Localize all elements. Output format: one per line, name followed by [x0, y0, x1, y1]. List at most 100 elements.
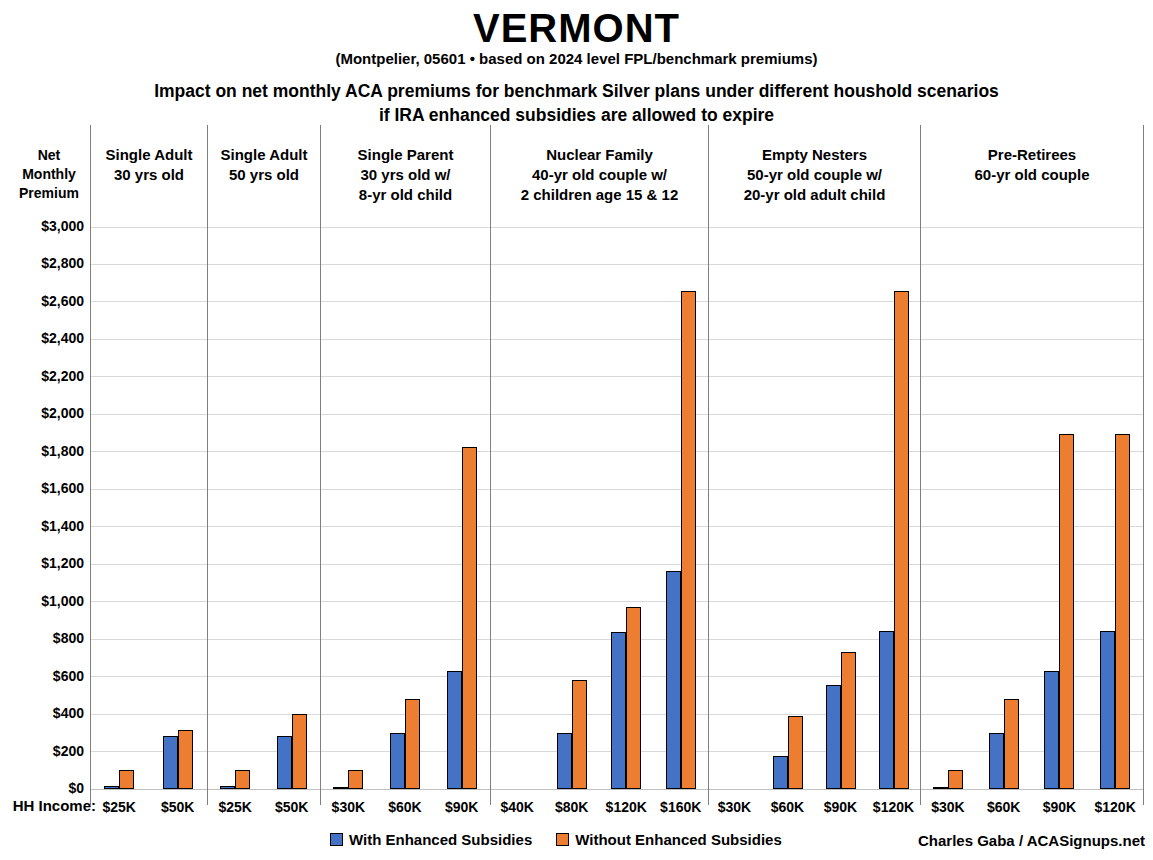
bar-without-enhanced [348, 770, 363, 789]
bar-without-enhanced [235, 770, 250, 789]
panel-header-line: 30 yrs old w/ [321, 165, 490, 185]
panel-header: Nuclear Family40-yr old couple w/2 child… [491, 145, 708, 205]
y-axis-title: Net Monthly Premium [10, 146, 88, 203]
x-axis-tick-label: $30K [318, 799, 378, 815]
panel-header: Single Adult30 yrs old [91, 145, 207, 185]
y-axis-tick-label: $2,600 [4, 293, 84, 309]
bar-without-enhanced [119, 770, 134, 789]
panel-header-line: Pre-Retirees [921, 145, 1143, 165]
bar-without-enhanced [292, 714, 307, 789]
y-axis-tick-label: $1,600 [4, 480, 84, 496]
x-axis-tick-label: $60K [375, 799, 435, 815]
bar-with-enhanced [163, 736, 178, 789]
bar-with-enhanced [666, 571, 681, 789]
y-axis-tick-label: $400 [4, 705, 84, 721]
y-axis-tick-label: $600 [4, 668, 84, 684]
y-axis-tick-label: $800 [4, 630, 84, 646]
x-axis-tick-label: $50K [148, 799, 208, 815]
x-axis-tick-label: $60K [974, 799, 1034, 815]
y-axis-tick-label: $1,400 [4, 518, 84, 534]
bar-with-enhanced [390, 733, 405, 789]
y-axis-title-line: Premium [10, 184, 88, 203]
panel-header-line: 30 yrs old [91, 165, 207, 185]
panel-header-line: Empty Nesters [709, 145, 920, 165]
bar-without-enhanced [1115, 434, 1130, 789]
y-axis-tick-label: $1,200 [4, 555, 84, 571]
panel-header-line: Single Parent [321, 145, 490, 165]
bar-with-enhanced [933, 787, 948, 789]
bar-with-enhanced [104, 786, 119, 789]
panel-header: Single Adult50 yrs old [208, 145, 320, 185]
panel-header-line: Nuclear Family [491, 145, 708, 165]
panel-header: Single Parent30 yrs old w/8-yr old child [321, 145, 490, 205]
x-axis-tick-label: $30K [918, 799, 978, 815]
bar-without-enhanced [948, 770, 963, 789]
x-axis-tick-label: $60K [758, 799, 818, 815]
legend-item-with-enhanced: With Enhanced Subsidies [330, 831, 532, 848]
page-title: VERMONT [0, 6, 1153, 51]
panel-header-line: 8-yr old child [321, 185, 490, 205]
y-axis-tick-label: $200 [4, 743, 84, 759]
bar-without-enhanced [681, 291, 696, 789]
x-axis-tick-label: $90K [1029, 799, 1089, 815]
scenario-panel: Single Adult50 yrs old [207, 125, 320, 805]
x-axis-tick-label: $25K [205, 799, 265, 815]
legend-swatch-orange-icon [556, 833, 569, 846]
y-axis-tick-label: $1,800 [4, 443, 84, 459]
bar-with-enhanced [333, 787, 348, 789]
chart-heading-line2: if IRA enhanced subsidies are allowed to… [0, 105, 1153, 126]
panel-header-line: 2 children age 15 & 12 [491, 185, 708, 205]
panel-header-line: Single Adult [208, 145, 320, 165]
y-axis-tick-label: $2,000 [4, 405, 84, 421]
x-axis-tick-label: $90K [811, 799, 871, 815]
panel-header: Empty Nesters50-yr old couple w/20-yr ol… [709, 145, 920, 205]
bar-with-enhanced [1100, 631, 1115, 789]
bar-without-enhanced [788, 716, 803, 789]
x-axis-tick-label: $50K [262, 799, 322, 815]
x-axis-tick-label: $30K [705, 799, 765, 815]
bar-with-enhanced [879, 631, 894, 789]
y-axis-tick-label: $2,800 [4, 255, 84, 271]
bar-without-enhanced [178, 730, 193, 789]
x-axis-tick-label: $120K [864, 799, 924, 815]
legend: With Enhanced Subsidies Without Enhanced… [330, 831, 782, 848]
bar-without-enhanced [1059, 434, 1074, 789]
bar-with-enhanced [557, 733, 572, 789]
y-axis-tick-label: $2,400 [4, 330, 84, 346]
y-axis-tick-label: $2,200 [4, 368, 84, 384]
bar-with-enhanced [773, 756, 788, 789]
legend-swatch-blue-icon [330, 833, 343, 846]
bar-with-enhanced [1044, 671, 1059, 789]
bar-without-enhanced [572, 680, 587, 789]
bar-with-enhanced [447, 671, 462, 789]
chart: VERMONT (Montpelier, 05601 • based on 20… [0, 0, 1153, 860]
bar-with-enhanced [611, 632, 626, 789]
credit: Charles Gaba / ACASignups.net [918, 832, 1145, 849]
x-axis-tick-label: $120K [1085, 799, 1145, 815]
x-axis-tick-label: $120K [596, 799, 656, 815]
y-axis-title-line: Net [10, 146, 88, 165]
bar-without-enhanced [1004, 699, 1019, 789]
bar-without-enhanced [894, 291, 909, 789]
panel-header-line: 20-yr old adult child [709, 185, 920, 205]
bar-without-enhanced [462, 447, 477, 789]
panel-header-line: 40-yr old couple w/ [491, 165, 708, 185]
bar-with-enhanced [826, 685, 841, 789]
bar-without-enhanced [841, 652, 856, 789]
bar-without-enhanced [626, 607, 641, 789]
legend-item-without-enhanced: Without Enhanced Subsidies [556, 831, 782, 848]
x-axis-tick-label: $160K [651, 799, 711, 815]
bar-with-enhanced [277, 736, 292, 789]
legend-label: With Enhanced Subsidies [349, 831, 532, 848]
bar-with-enhanced [220, 786, 235, 789]
panel-header-line: 50-yr old couple w/ [709, 165, 920, 185]
x-axis-tick-label: $80K [542, 799, 602, 815]
x-axis-tick-label: $25K [89, 799, 149, 815]
panel-header-line: Single Adult [91, 145, 207, 165]
x-axis-tick-label: $90K [432, 799, 492, 815]
x-axis-tick-label: $40K [487, 799, 547, 815]
panel-header-line: 50 yrs old [208, 165, 320, 185]
bar-without-enhanced [405, 699, 420, 789]
chart-heading-line1: Impact on net monthly ACA premiums for b… [0, 81, 1153, 102]
legend-label: Without Enhanced Subsidies [575, 831, 782, 848]
